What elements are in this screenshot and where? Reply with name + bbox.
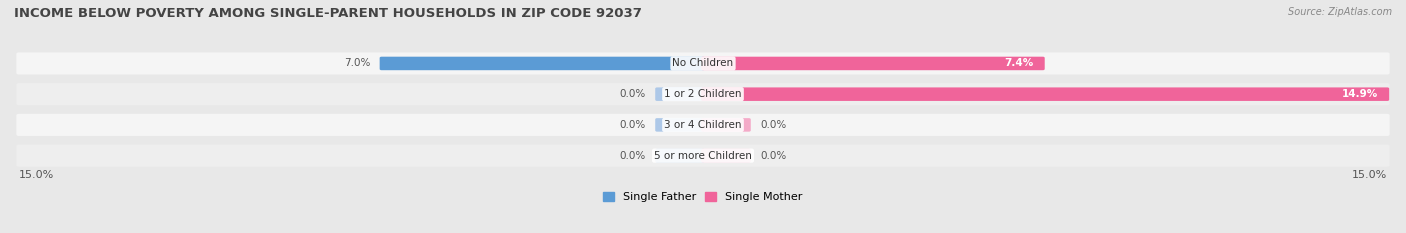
Text: 15.0%: 15.0% xyxy=(18,170,53,180)
FancyBboxPatch shape xyxy=(17,52,1389,75)
Text: 7.0%: 7.0% xyxy=(343,58,370,69)
Text: No Children: No Children xyxy=(672,58,734,69)
FancyBboxPatch shape xyxy=(380,57,704,70)
FancyBboxPatch shape xyxy=(702,57,1045,70)
FancyBboxPatch shape xyxy=(702,118,751,132)
FancyBboxPatch shape xyxy=(702,87,1389,101)
Text: 5 or more Children: 5 or more Children xyxy=(654,151,752,161)
Legend: Single Father, Single Mother: Single Father, Single Mother xyxy=(599,188,807,207)
Text: 7.4%: 7.4% xyxy=(1004,58,1033,69)
Text: 0.0%: 0.0% xyxy=(761,151,787,161)
Text: Source: ZipAtlas.com: Source: ZipAtlas.com xyxy=(1288,7,1392,17)
FancyBboxPatch shape xyxy=(17,144,1389,167)
FancyBboxPatch shape xyxy=(655,87,704,101)
FancyBboxPatch shape xyxy=(655,149,704,162)
Text: 0.0%: 0.0% xyxy=(619,120,645,130)
FancyBboxPatch shape xyxy=(17,114,1389,136)
FancyBboxPatch shape xyxy=(655,118,704,132)
Text: 0.0%: 0.0% xyxy=(761,120,787,130)
FancyBboxPatch shape xyxy=(702,149,751,162)
Text: 3 or 4 Children: 3 or 4 Children xyxy=(664,120,742,130)
Text: 0.0%: 0.0% xyxy=(619,151,645,161)
Text: INCOME BELOW POVERTY AMONG SINGLE-PARENT HOUSEHOLDS IN ZIP CODE 92037: INCOME BELOW POVERTY AMONG SINGLE-PARENT… xyxy=(14,7,643,20)
Text: 15.0%: 15.0% xyxy=(1353,170,1388,180)
Text: 1 or 2 Children: 1 or 2 Children xyxy=(664,89,742,99)
FancyBboxPatch shape xyxy=(17,83,1389,105)
Text: 14.9%: 14.9% xyxy=(1341,89,1378,99)
Text: 0.0%: 0.0% xyxy=(619,89,645,99)
